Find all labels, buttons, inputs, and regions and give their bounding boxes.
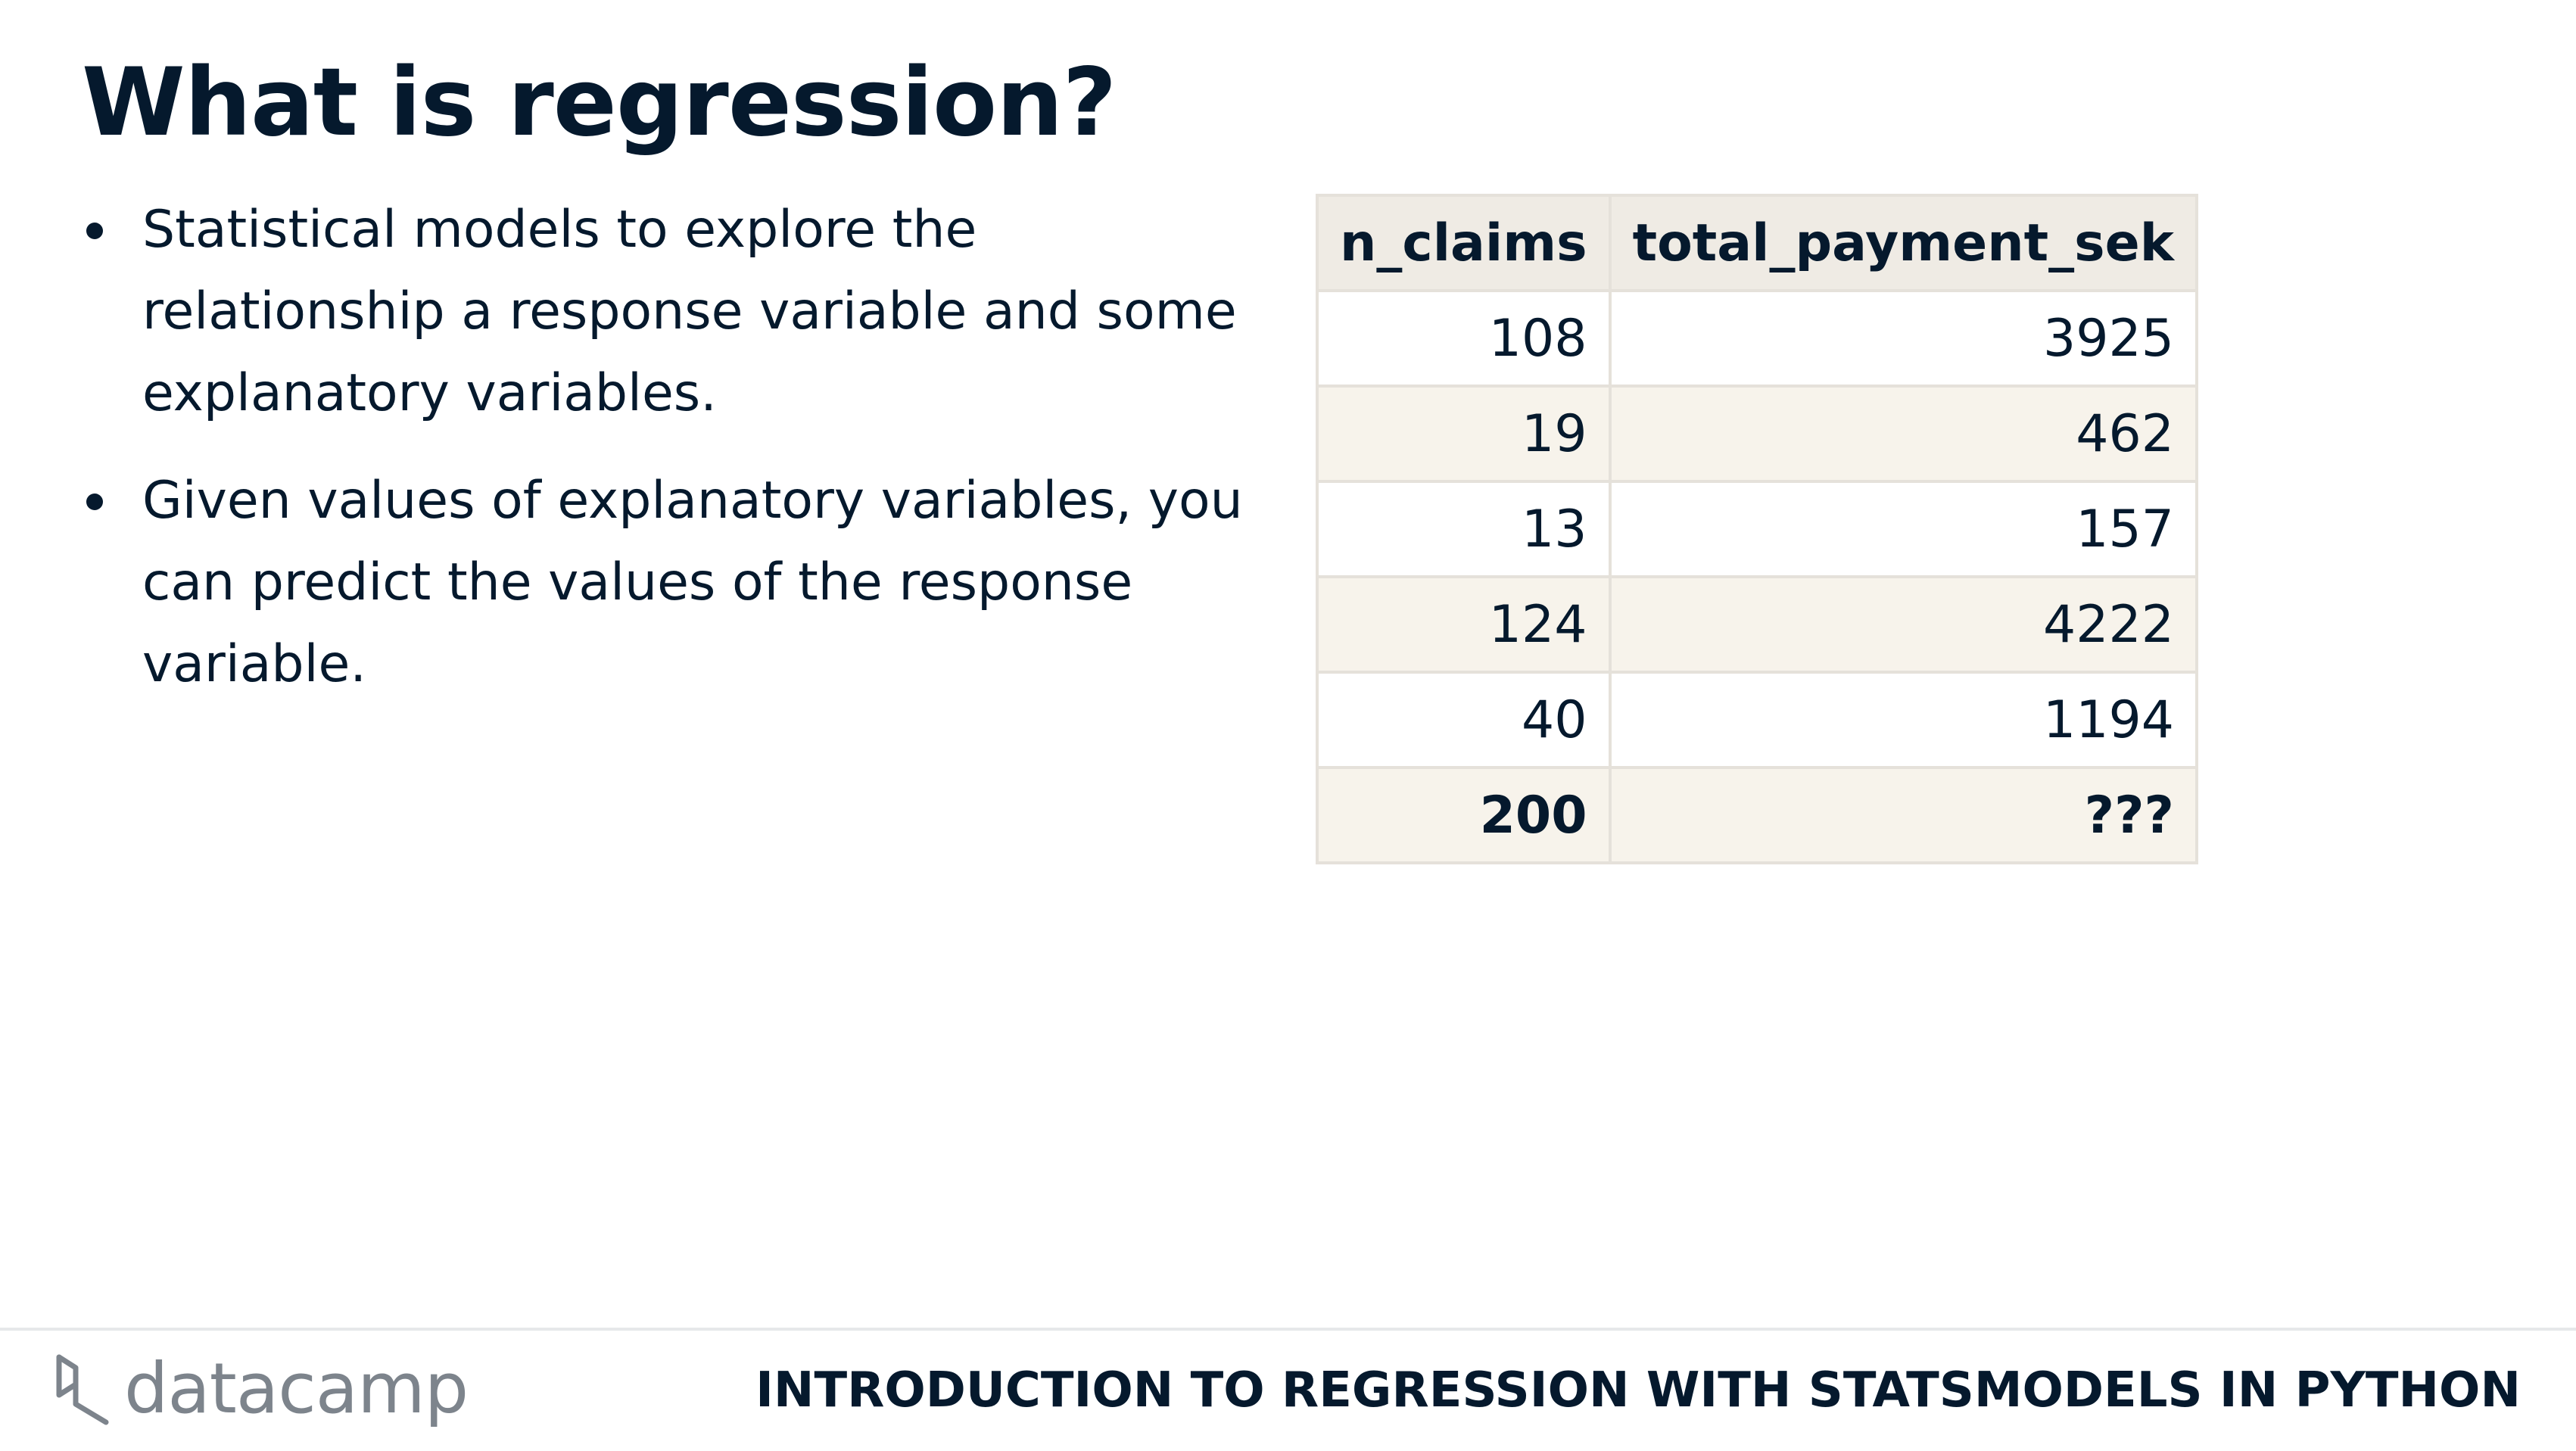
table-row: 108 3925 bbox=[1316, 289, 2199, 388]
bullet-text: Statistical models to explore the relati… bbox=[142, 200, 1237, 423]
bullet-dot-icon bbox=[86, 494, 103, 510]
datacamp-logo-icon bbox=[56, 1354, 109, 1425]
table-cell-n-claims: 40 bbox=[1316, 671, 1612, 769]
table-cell-total-payment: 157 bbox=[1608, 480, 2199, 578]
table-cell-total-payment: ??? bbox=[1608, 766, 2199, 864]
datacamp-logo: datacamp bbox=[53, 1348, 469, 1429]
table-cell-total-payment: 4222 bbox=[1608, 575, 2199, 674]
table-header-row: n_claims total_payment_sek bbox=[1316, 194, 2199, 292]
data-table: n_claims total_payment_sek 108 3925 19 4… bbox=[1316, 194, 2199, 864]
bullet-dot-icon bbox=[86, 223, 103, 239]
table-row: 19 462 bbox=[1316, 385, 2199, 483]
bullet-list: Statistical models to explore the relati… bbox=[82, 189, 1263, 731]
table-cell-n-claims: 13 bbox=[1316, 480, 1612, 578]
bullet-text: Given values of explanatory variables, y… bbox=[142, 471, 1243, 694]
bullet-item: Given values of explanatory variables, y… bbox=[82, 460, 1263, 705]
table-cell-n-claims: 200 bbox=[1316, 766, 1612, 864]
table-row-prediction: 200 ??? bbox=[1316, 766, 2199, 864]
table-cell-total-payment: 1194 bbox=[1608, 671, 2199, 769]
table-cell-total-payment: 3925 bbox=[1608, 289, 2199, 388]
table-row: 40 1194 bbox=[1316, 671, 2199, 769]
slide-title: What is regression? bbox=[82, 48, 1117, 157]
column-header-n-claims: n_claims bbox=[1316, 194, 1612, 292]
bullet-item: Statistical models to explore the relati… bbox=[82, 189, 1263, 434]
column-header-total-payment-sek: total_payment_sek bbox=[1608, 194, 2199, 292]
table-cell-n-claims: 19 bbox=[1316, 385, 1612, 483]
table-row: 124 4222 bbox=[1316, 575, 2199, 674]
footer-divider bbox=[0, 1328, 2576, 1331]
table-cell-n-claims: 124 bbox=[1316, 575, 1612, 674]
table-row: 13 157 bbox=[1316, 480, 2199, 578]
course-title: INTRODUCTION TO REGRESSION WITH STATSMOD… bbox=[755, 1362, 2521, 1418]
table-cell-total-payment: 462 bbox=[1608, 385, 2199, 483]
table-cell-n-claims: 108 bbox=[1316, 289, 1612, 388]
logo-text: datacamp bbox=[124, 1348, 469, 1429]
